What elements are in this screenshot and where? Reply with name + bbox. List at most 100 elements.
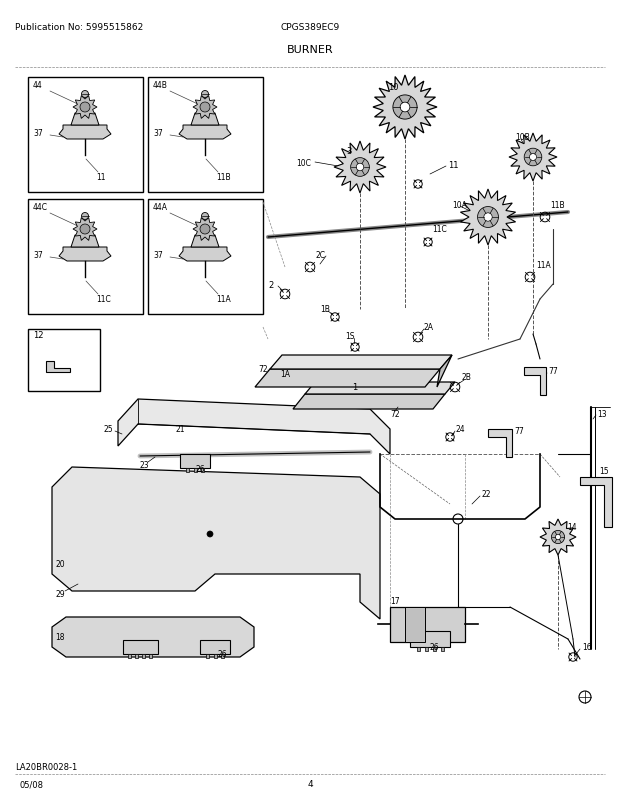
Text: 37: 37: [33, 250, 43, 259]
Text: 16: 16: [582, 642, 591, 652]
Polygon shape: [580, 477, 612, 528]
Text: 10A: 10A: [452, 200, 467, 209]
Text: 11: 11: [96, 173, 105, 182]
Polygon shape: [59, 248, 111, 261]
Polygon shape: [540, 520, 576, 555]
Text: 10C: 10C: [296, 158, 311, 168]
Bar: [221, 654, 224, 658]
Circle shape: [81, 91, 89, 99]
Text: 20: 20: [55, 560, 64, 569]
Text: BURNER: BURNER: [286, 45, 334, 55]
Text: 44B: 44B: [153, 81, 168, 91]
Circle shape: [80, 103, 90, 113]
Polygon shape: [193, 218, 217, 241]
Circle shape: [202, 91, 208, 99]
Text: LA20BR0028-1: LA20BR0028-1: [15, 763, 78, 772]
Text: 2C: 2C: [316, 250, 326, 259]
Circle shape: [529, 154, 536, 161]
Polygon shape: [118, 399, 390, 455]
Polygon shape: [488, 429, 512, 457]
Text: 05/08: 05/08: [20, 780, 44, 788]
Polygon shape: [461, 190, 516, 245]
Polygon shape: [71, 236, 99, 248]
Polygon shape: [191, 236, 219, 248]
Bar: [28, 78, 143, 192]
Text: 11B: 11B: [550, 200, 565, 209]
Circle shape: [200, 225, 210, 235]
Circle shape: [202, 213, 208, 221]
Polygon shape: [270, 355, 452, 370]
Text: 23: 23: [140, 461, 149, 470]
Bar: [148, 78, 263, 192]
Text: 15: 15: [599, 467, 609, 476]
Circle shape: [351, 159, 370, 177]
Text: 4: 4: [307, 780, 313, 788]
Bar: [417, 647, 420, 651]
Polygon shape: [52, 618, 254, 657]
Polygon shape: [71, 114, 99, 126]
Bar: [149, 654, 152, 658]
Text: 11C: 11C: [432, 225, 447, 234]
Text: 29: 29: [55, 589, 64, 599]
Bar: [425, 647, 428, 651]
Circle shape: [80, 225, 90, 235]
Text: 10B: 10B: [515, 133, 529, 142]
Polygon shape: [524, 367, 546, 395]
Polygon shape: [59, 126, 111, 140]
Text: 72: 72: [258, 365, 268, 374]
Polygon shape: [46, 362, 70, 373]
Bar: [200, 640, 230, 654]
Text: 1: 1: [352, 383, 357, 392]
Text: 37: 37: [153, 250, 162, 259]
Text: 44C: 44C: [33, 203, 48, 213]
Polygon shape: [293, 395, 445, 410]
Text: 18: 18: [55, 633, 64, 642]
Text: 21: 21: [175, 425, 185, 434]
Text: 26: 26: [195, 465, 205, 474]
Bar: [186, 468, 189, 472]
Bar: [180, 455, 210, 468]
Text: 2B: 2B: [462, 373, 472, 382]
Text: 77: 77: [514, 427, 524, 436]
Text: 26: 26: [218, 650, 228, 658]
Text: 25: 25: [104, 425, 113, 434]
Text: 77: 77: [548, 367, 558, 376]
Text: 24: 24: [456, 425, 466, 434]
Circle shape: [356, 164, 364, 172]
Circle shape: [200, 103, 210, 113]
Circle shape: [207, 532, 213, 537]
Text: 72: 72: [390, 410, 400, 419]
Bar: [123, 640, 157, 654]
Polygon shape: [437, 355, 452, 387]
Text: 10: 10: [388, 83, 399, 92]
Polygon shape: [373, 76, 437, 140]
Text: 11A: 11A: [216, 295, 231, 304]
Text: 22: 22: [482, 490, 492, 499]
Polygon shape: [52, 468, 380, 619]
Text: 37: 37: [153, 128, 162, 137]
Bar: [148, 200, 263, 314]
Bar: [142, 654, 145, 658]
Bar: [201, 468, 204, 472]
Text: Publication No: 5995515862: Publication No: 5995515862: [15, 23, 143, 32]
Bar: [135, 654, 138, 658]
Bar: [440, 647, 443, 651]
Text: 11B: 11B: [216, 173, 231, 182]
Text: 44: 44: [33, 81, 43, 91]
Bar: [206, 654, 209, 658]
Text: 1S: 1S: [345, 332, 355, 341]
Circle shape: [477, 207, 498, 228]
Circle shape: [556, 535, 560, 540]
Bar: [390, 607, 465, 642]
Circle shape: [551, 531, 565, 544]
Circle shape: [484, 213, 492, 222]
Polygon shape: [255, 370, 440, 387]
Bar: [410, 631, 450, 647]
Bar: [128, 654, 131, 658]
Polygon shape: [73, 96, 97, 119]
Polygon shape: [73, 218, 97, 241]
Text: 1A: 1A: [280, 370, 290, 379]
Text: 14: 14: [567, 523, 577, 532]
Bar: [193, 468, 197, 472]
Text: 17: 17: [390, 597, 400, 606]
